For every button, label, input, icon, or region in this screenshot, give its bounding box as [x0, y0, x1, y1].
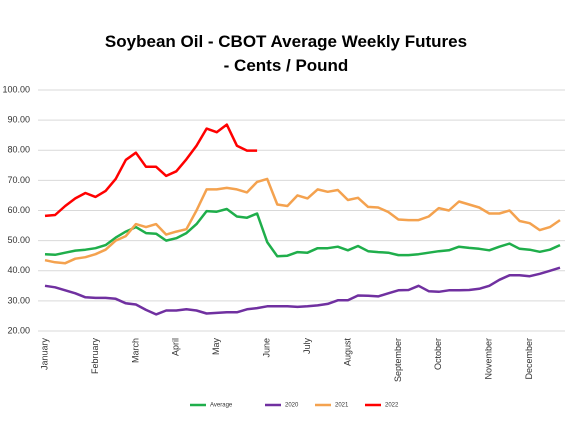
- y-tick-label: 30.00: [7, 295, 30, 305]
- series-line: [44, 266, 561, 316]
- y-tick-label: 70.00: [7, 175, 30, 185]
- x-tick-label: August: [342, 338, 352, 367]
- legend-label: 2021: [335, 403, 349, 409]
- x-tick-label: September: [393, 338, 403, 382]
- y-tick-label: 20.00: [7, 325, 30, 335]
- x-tick-label: June: [262, 338, 272, 358]
- series-line: [44, 207, 561, 258]
- x-tick-label: February: [90, 338, 100, 375]
- series-line: [44, 177, 561, 265]
- x-tick-label: March: [130, 338, 140, 363]
- y-tick-label: 50.00: [7, 235, 30, 245]
- y-tick-label: 80.00: [7, 145, 30, 155]
- y-tick-label: 40.00: [7, 265, 30, 275]
- y-tick-label: 60.00: [7, 205, 30, 215]
- legend-label: 2020: [285, 403, 299, 409]
- x-tick-label: April: [171, 338, 181, 356]
- legend-label: Average: [210, 403, 233, 409]
- x-tick-label: January: [39, 338, 49, 371]
- x-tick-label: November: [484, 338, 494, 380]
- x-tick-label: October: [433, 338, 443, 370]
- legend-label: 2022: [385, 403, 399, 409]
- chart-title: Soybean Oil - CBOT Average Weekly Future…: [104, 32, 468, 75]
- x-tick-label: December: [524, 338, 534, 380]
- x-tick-label: May: [211, 338, 221, 356]
- y-tick-label: 90.00: [7, 115, 30, 125]
- y-tick-label: 100.00: [2, 84, 30, 94]
- series-line: [44, 123, 258, 218]
- x-tick-label: July: [302, 338, 312, 355]
